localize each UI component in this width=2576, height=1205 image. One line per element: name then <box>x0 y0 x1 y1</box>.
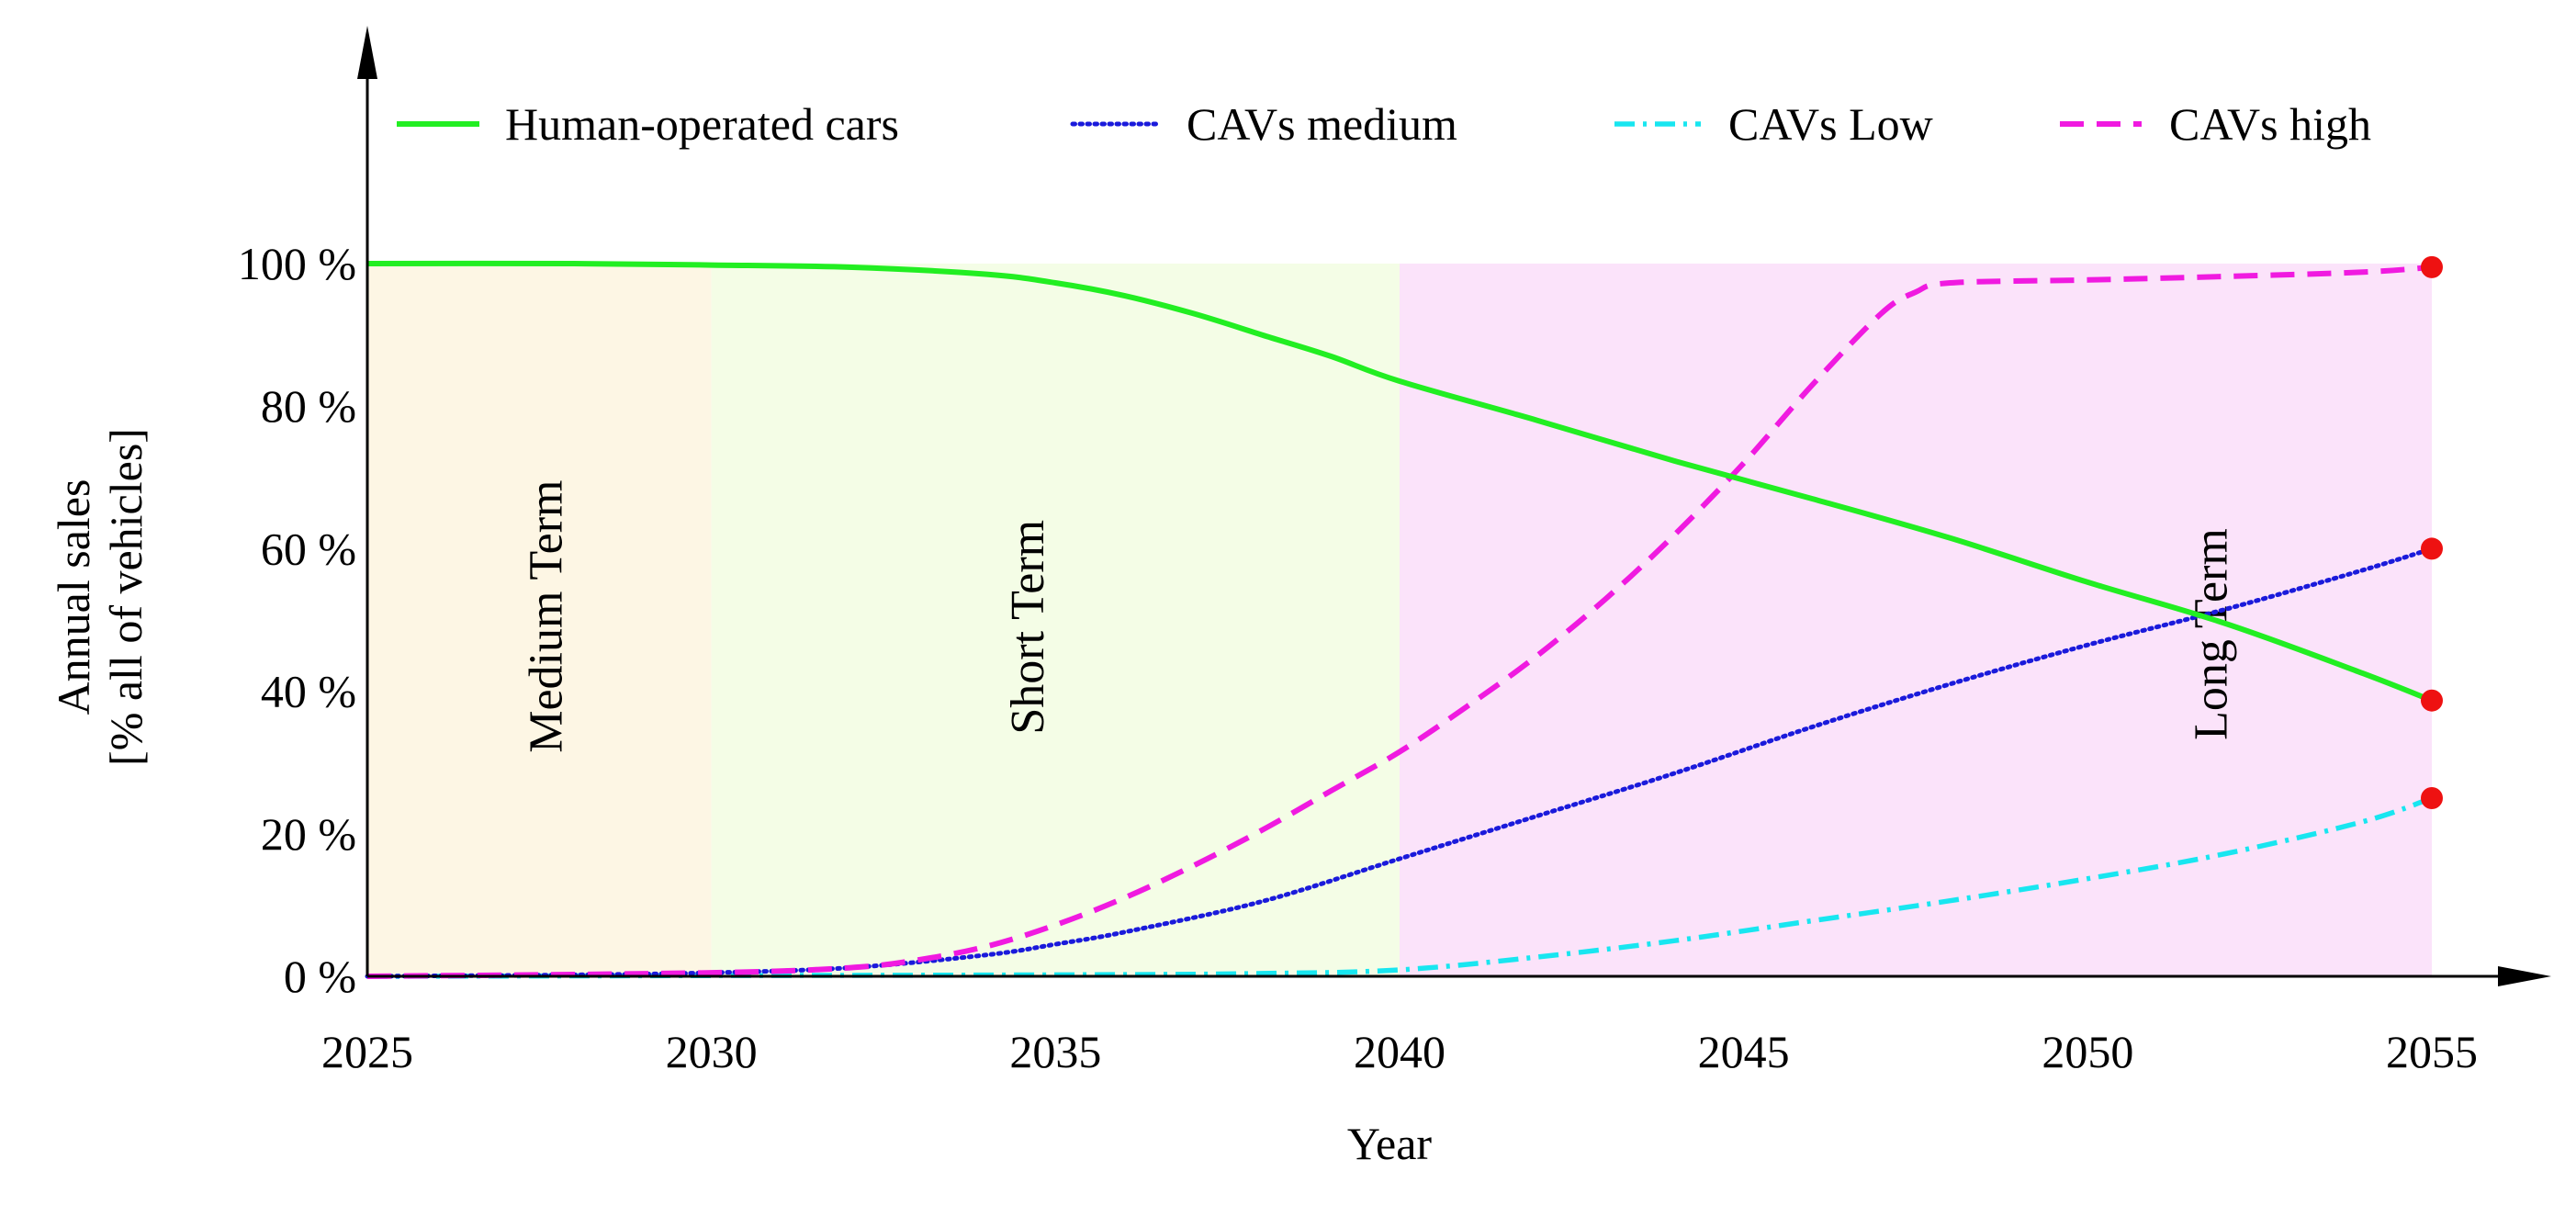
region-label-long: Long Term <box>2186 528 2238 740</box>
region-medium <box>367 264 712 976</box>
y-axis-arrow <box>357 26 377 79</box>
y-tick-label: 20 % <box>261 808 356 860</box>
legend-label-high: CAVs high <box>2169 98 2371 150</box>
region-long <box>1400 264 2432 976</box>
legend-item-low: CAVs Low <box>1614 98 1933 150</box>
x-tick-label: 2030 <box>666 1026 758 1077</box>
x-tick-label: 2035 <box>1009 1026 1101 1077</box>
y-axis-title-line-1: Annual sales <box>48 479 99 715</box>
x-tick-label: 2040 <box>1354 1026 1445 1077</box>
axis-titles: Year Annual sales [% all of vehicles] <box>48 428 1432 1169</box>
region-labels: Medium Term Short Term Long Term <box>520 479 2237 752</box>
tick-labels: 2025 2030 2035 2040 2045 2050 2055 0 % 20 % 40 % 6… <box>238 238 2478 1077</box>
legend-item-medium: CAVs medium <box>1070 98 1457 150</box>
y-tick-label: 80 % <box>261 380 356 432</box>
endpoint-markers <box>2421 255 2443 809</box>
series-line-medium <box>365 546 2435 979</box>
x-axis-title: Year <box>1347 1118 1432 1169</box>
x-tick-label: 2055 <box>2386 1026 2478 1077</box>
series-line-low <box>366 795 2433 979</box>
x-axis-arrow <box>2498 966 2551 986</box>
x-tick-label: 2050 <box>2042 1026 2133 1077</box>
endpoint-marker-low <box>2421 787 2443 809</box>
y-tick-label: 40 % <box>261 666 356 717</box>
legend-label-low: CAVs Low <box>1728 98 1933 150</box>
series-line-human <box>366 260 2434 704</box>
region-short <box>711 264 1400 976</box>
y-tick-label: 60 % <box>261 523 356 574</box>
x-tick-label: 2025 <box>321 1026 413 1077</box>
endpoint-marker-high <box>2421 255 2443 278</box>
y-axis-title-line-2: [% all of vehicles] <box>100 428 152 766</box>
x-tick-label: 2045 <box>1698 1026 1790 1077</box>
legend: Human-operated cars CAVs medium CAVs Low CA… <box>397 98 2371 150</box>
endpoint-marker-medium <box>2421 537 2443 560</box>
legend-label-human: Human-operated cars <box>505 98 899 150</box>
axes <box>357 26 2551 986</box>
endpoint-marker-human <box>2421 689 2443 712</box>
series-lines <box>365 260 2435 979</box>
y-tick-label: 0 % <box>284 951 356 1002</box>
region-label-medium: Medium Term <box>520 479 572 752</box>
y-tick-label: 100 % <box>238 238 356 289</box>
region-label-short: Short Term <box>1002 520 1054 735</box>
region-backgrounds <box>367 264 2432 976</box>
series-line-high <box>366 264 2433 979</box>
legend-item-human: Human-operated cars <box>397 98 899 150</box>
legend-label-medium: CAVs medium <box>1187 98 1457 150</box>
legend-item-high: CAVs high <box>2060 98 2371 150</box>
